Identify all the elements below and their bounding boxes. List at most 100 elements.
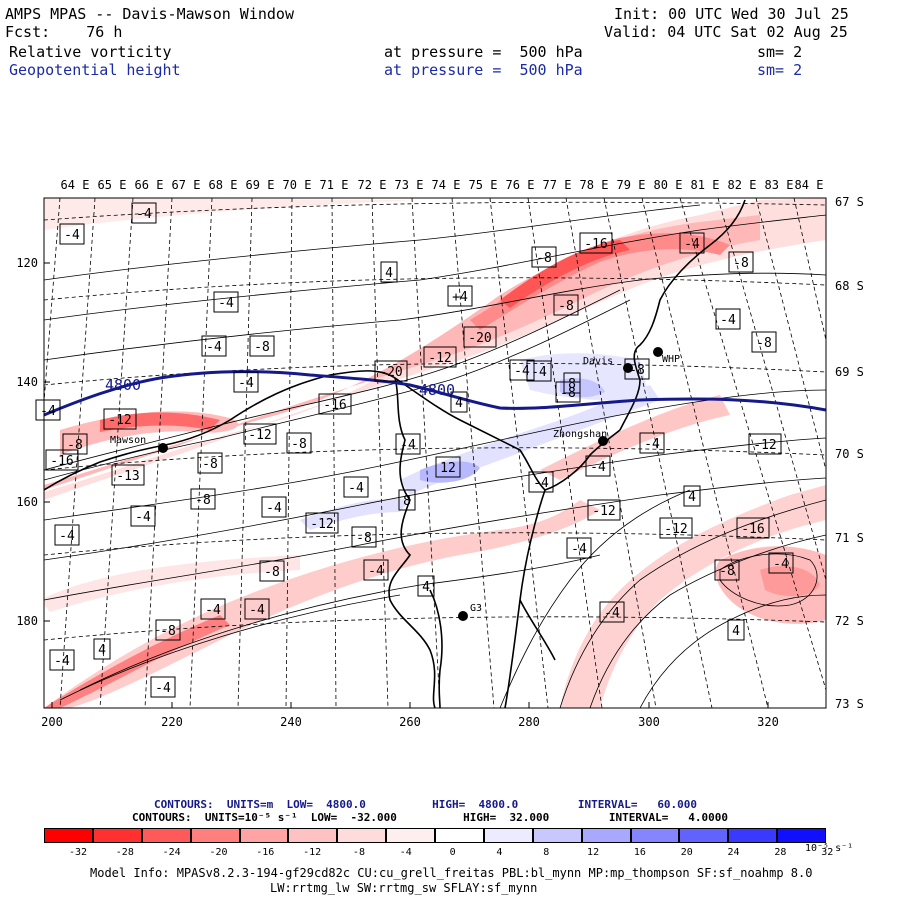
- vorticity-label: 8: [403, 494, 411, 509]
- vorticity-label: -4: [773, 557, 789, 572]
- init-time: Init: 00 UTC Wed 30 Jul 25: [614, 5, 849, 23]
- station-marker: [598, 436, 608, 446]
- vorticity-label-box: [450, 391, 468, 413]
- height-contour-label: 4800: [105, 376, 141, 394]
- vorticity-label-box: [200, 598, 226, 620]
- vorticity-label-box: [526, 360, 552, 382]
- vorticity-label: -12: [248, 428, 271, 443]
- model-info: Model Info: MPASv8.2.3-194-gf29cd82c CU:…: [90, 866, 813, 880]
- vorticity-label-box: [261, 496, 287, 518]
- x-tick-label: 280: [518, 715, 540, 729]
- vorticity-label-box: [417, 575, 435, 597]
- longitude-label: 71 E: [320, 178, 349, 192]
- vorticity-label: -4: [590, 460, 606, 475]
- vorticity-label-box: [736, 517, 770, 539]
- vorticity-label-box: [715, 308, 741, 330]
- vorticity-label: -8: [254, 340, 270, 355]
- height-contour-label: 4800: [419, 381, 455, 399]
- field2-name: Geopotential height: [9, 61, 181, 79]
- legend-color-box: [679, 828, 729, 843]
- vorticity-label: 12: [440, 461, 456, 476]
- latitude-label: 67 S: [835, 195, 864, 209]
- longitude-label: 82 E: [728, 178, 757, 192]
- vorticity-label-box: [318, 393, 352, 415]
- vorticity-label: -8: [733, 256, 749, 271]
- latitude-label: 70 S: [835, 447, 864, 461]
- legend-color-box: [532, 828, 582, 843]
- vorticity-label-box: [259, 560, 285, 582]
- legend-color-box: [92, 828, 142, 843]
- legend-tick-label: 8: [543, 847, 550, 858]
- longitude-label: 78 E: [580, 178, 609, 192]
- longitude-label: 81 E: [691, 178, 720, 192]
- vorticity-label-box: [398, 489, 416, 511]
- vorticity-label: -12: [108, 413, 131, 428]
- vorticity-label: -12: [592, 504, 615, 519]
- vorticity-label-box: [395, 433, 421, 455]
- vorticity-label-box: [585, 455, 611, 477]
- vorticity-label: 4: [732, 624, 740, 639]
- vorticity-label-box: [93, 638, 111, 660]
- legend-color-box: [435, 828, 484, 843]
- longitude-label: 75 E: [469, 178, 498, 192]
- legend-tick-label: -20: [209, 847, 228, 858]
- legend-tick-label: 4: [496, 847, 503, 858]
- vorticity-label: +4: [452, 290, 468, 305]
- axis-labels: 64 E 65 E 66 E 67 E 68 E 69 E 70 E 71 E 72 E 73 E…: [16, 178, 864, 729]
- legend-color-box: [337, 828, 387, 843]
- legend-color-box: [483, 828, 533, 843]
- legend-color-box: [630, 828, 680, 843]
- longitude-label: 76 E: [506, 178, 535, 192]
- vorticity-label: -4: [206, 340, 222, 355]
- vorticity-label-box: [748, 433, 782, 455]
- vorticity-label: -16: [741, 522, 764, 537]
- vorticity-label-box: [768, 552, 794, 574]
- vorticity-label-box: [435, 456, 461, 478]
- longitude-label: 77 E: [543, 178, 572, 192]
- vorticity-label-box: [111, 464, 145, 486]
- valid-time: Valid: 04 UTC Sat 02 Aug 25: [604, 23, 848, 41]
- graticule: [44, 198, 826, 708]
- vorticity-label-box: [190, 488, 216, 510]
- vorticity-label: -8: [202, 457, 218, 472]
- vorticity-label-box: [305, 512, 339, 534]
- legend-tick-label: 28: [774, 847, 787, 858]
- model-info-radiation: LW:rrtmg_lw SW:rrtmg_sw SFLAY:sf_mynn: [270, 881, 538, 895]
- vorticity-label: -12: [428, 351, 451, 366]
- vorticity-label: -4: [684, 237, 700, 252]
- station-marker: [653, 347, 663, 357]
- legend-tick-label: -4: [399, 847, 412, 858]
- vorticity-label-box: [54, 524, 80, 546]
- longitude-label: 83 E: [765, 178, 794, 192]
- vorticity-label: -20: [468, 331, 491, 346]
- vorticity-label-box: [555, 381, 581, 403]
- longitude-label: 80 E: [654, 178, 683, 192]
- vorticity-label-box: [233, 371, 259, 393]
- field1-level: at pressure = 500 hPa: [384, 43, 583, 61]
- vorticity-label-box: [423, 346, 457, 368]
- vorticity-label: -16: [584, 237, 607, 252]
- vorticity-label-box: [45, 449, 79, 471]
- vorticity-label: -4: [348, 481, 364, 496]
- longitude-label: 84 E: [795, 178, 824, 192]
- field2-smoothing: sm= 2: [757, 61, 803, 79]
- vorticity-label-box: [531, 246, 557, 268]
- vorticity-label: -4: [218, 296, 234, 311]
- vorticity-label: -8: [195, 493, 211, 508]
- legend-color-box: [190, 828, 240, 843]
- map-plot-area: [44, 198, 826, 708]
- vorticity-label: 4: [422, 580, 430, 595]
- vorticity-label-box: [679, 232, 705, 254]
- vorticity-label: -12: [664, 522, 687, 537]
- x-tick-label: 320: [757, 715, 779, 729]
- vorticity-label: -4: [205, 603, 221, 618]
- vorticity-label: -4: [720, 313, 736, 328]
- vorticity-label-box: [103, 408, 137, 430]
- longitude-label: 72 E: [358, 178, 387, 192]
- latitude-label: 68 S: [835, 279, 864, 293]
- vorticity-label-box: [62, 433, 88, 455]
- vorticity-label-box: [553, 294, 579, 316]
- vorticity-label-box: [659, 517, 693, 539]
- vorticity-label-box: [59, 223, 85, 245]
